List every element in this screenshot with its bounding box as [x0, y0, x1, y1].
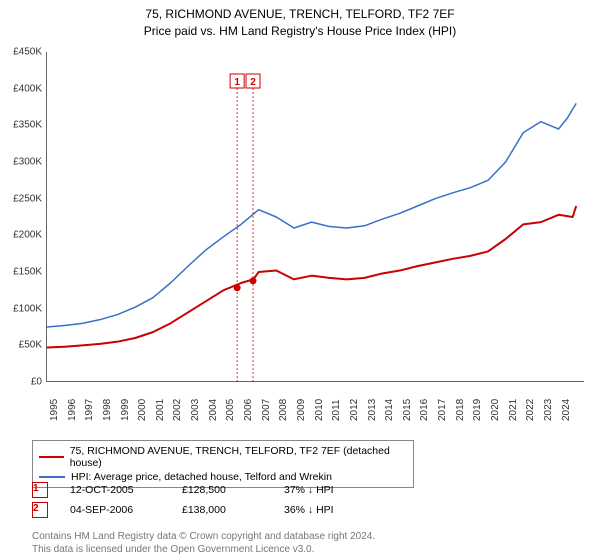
x-tick-label: 2004	[208, 399, 219, 421]
x-tick-label: 1995	[49, 399, 60, 421]
x-tick-label: 2010	[314, 399, 325, 421]
marker-top-box: 1	[230, 74, 244, 88]
x-tick-label: 2017	[437, 399, 448, 421]
footer-line-1: Contains HM Land Registry data © Crown c…	[32, 530, 375, 543]
x-tick-label: 2007	[261, 399, 272, 421]
legend-swatch-hpi	[39, 476, 65, 478]
legend-swatch-price	[39, 456, 64, 458]
sale-delta: 36% ↓ HPI	[284, 504, 364, 516]
marker-top-box: 2	[246, 74, 260, 88]
chart-title: 75, RICHMOND AVENUE, TRENCH, TELFORD, TF…	[0, 0, 600, 40]
sale-marker-dot	[234, 284, 241, 291]
y-tick-label: £300K	[2, 157, 42, 168]
x-tick-label: 2023	[543, 399, 554, 421]
y-tick-label: £50K	[2, 340, 42, 351]
x-tick-label: 2002	[172, 399, 183, 421]
plot-svg: 12	[47, 52, 585, 382]
legend-row: 75, RICHMOND AVENUE, TRENCH, TELFORD, TF…	[39, 444, 407, 470]
legend-label-price: 75, RICHMOND AVENUE, TRENCH, TELFORD, TF…	[70, 445, 407, 469]
footer-line-2: This data is licensed under the Open Gov…	[32, 543, 375, 556]
svg-text:2: 2	[250, 77, 256, 88]
sale-price: £128,500	[182, 484, 262, 496]
x-tick-label: 2006	[243, 399, 254, 421]
y-tick-label: £100K	[2, 303, 42, 314]
title-line-1: 75, RICHMOND AVENUE, TRENCH, TELFORD, TF…	[0, 6, 600, 23]
x-tick-label: 2011	[331, 399, 342, 421]
x-tick-label: 2018	[455, 399, 466, 421]
sale-marker-2: 2	[32, 502, 48, 518]
x-tick-label: 2001	[155, 399, 166, 421]
x-tick-label: 2021	[508, 399, 519, 421]
x-tick-label: 2019	[472, 399, 483, 421]
x-tick-label: 1997	[84, 399, 95, 421]
sale-date: 04-SEP-2006	[70, 504, 160, 516]
sales-table: 1 12-OCT-2005 £128,500 37% ↓ HPI 2 04-SE…	[32, 480, 364, 520]
y-tick-label: £450K	[2, 47, 42, 58]
title-line-2: Price paid vs. HM Land Registry's House …	[0, 23, 600, 40]
sale-price: £138,000	[182, 504, 262, 516]
x-tick-label: 2000	[137, 399, 148, 421]
x-tick-label: 2003	[190, 399, 201, 421]
x-tick-label: 2020	[490, 399, 501, 421]
x-tick-label: 2015	[402, 399, 413, 421]
x-tick-label: 1999	[120, 399, 131, 421]
sale-date: 12-OCT-2005	[70, 484, 160, 496]
plot-region: 12	[46, 52, 584, 382]
x-tick-label: 2014	[384, 399, 395, 421]
x-tick-label: 2005	[225, 399, 236, 421]
x-tick-label: 2008	[278, 399, 289, 421]
x-tick-label: 2016	[419, 399, 430, 421]
x-tick-label: 1998	[102, 399, 113, 421]
sale-marker-1: 1	[32, 482, 48, 498]
x-tick-label: 1996	[67, 399, 78, 421]
chart-area: 12 £0£50K£100K£150K£200K£250K£300K£350K£…	[46, 52, 584, 402]
y-tick-label: £0	[2, 377, 42, 388]
x-tick-label: 2012	[349, 399, 360, 421]
svg-text:1: 1	[234, 77, 240, 88]
sale-delta: 37% ↓ HPI	[284, 484, 364, 496]
x-tick-label: 2009	[296, 399, 307, 421]
y-tick-label: £400K	[2, 83, 42, 94]
table-row: 2 04-SEP-2006 £138,000 36% ↓ HPI	[32, 500, 364, 520]
sale-marker-dot	[250, 277, 257, 284]
footer: Contains HM Land Registry data © Crown c…	[32, 530, 375, 556]
table-row: 1 12-OCT-2005 £128,500 37% ↓ HPI	[32, 480, 364, 500]
series-hpi	[47, 103, 576, 327]
series-price_paid	[47, 206, 576, 348]
x-tick-label: 2022	[525, 399, 536, 421]
x-tick-label: 2013	[367, 399, 378, 421]
y-tick-label: £350K	[2, 120, 42, 131]
y-tick-label: £200K	[2, 230, 42, 241]
x-tick-label: 2024	[561, 399, 572, 421]
y-tick-label: £250K	[2, 193, 42, 204]
y-tick-label: £150K	[2, 267, 42, 278]
